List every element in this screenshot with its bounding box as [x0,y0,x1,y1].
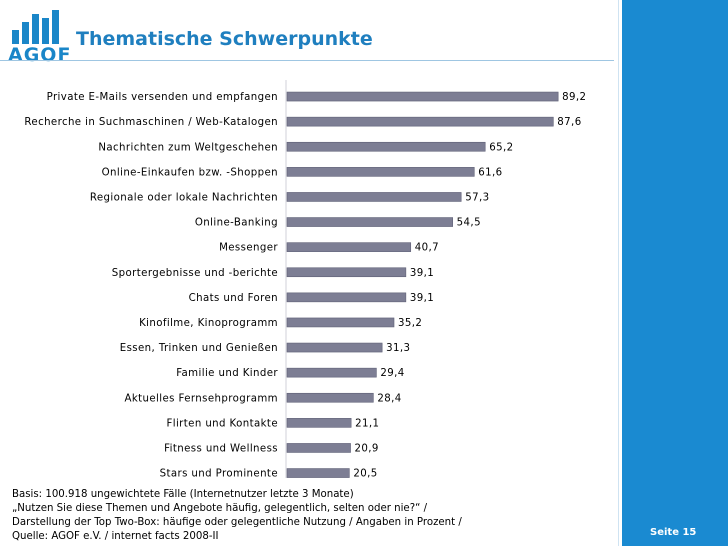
value-label: 89,2 [562,92,586,103]
value-label: 39,1 [410,268,434,279]
bar [286,141,486,152]
page-title: Thematische Schwerpunkte [76,28,373,50]
category-label: Online-Banking [195,218,278,229]
footer-question: „Nutzen Sie diese Themen und Angebote hä… [12,503,428,514]
page-number: Seite 15 [650,527,697,538]
value-label: 61,6 [478,167,502,178]
value-label: 28,4 [377,393,401,404]
category-label: Sportergebnisse und -berichte [112,268,278,279]
category-label: Essen, Trinken und Genießen [120,343,278,354]
value-label: 57,3 [465,192,489,203]
bar [286,468,350,478]
value-label: 21,1 [355,418,379,429]
agof-logo: AGOF [6,6,72,66]
bar [286,392,374,403]
footer-source: Quelle: AGOF e.V. / internet facts 2008-… [12,531,219,542]
value-label: 65,2 [489,142,513,153]
logo-bars-icon [12,10,59,44]
category-label: Regionale oder lokale Nachrichten [90,192,278,203]
category-label: Fitness und Wellness [164,443,278,454]
footer-method: Darstellung der Top Two-Box: häufige ode… [12,517,462,528]
category-label: Aktuelles Fernsehprogramm [124,393,278,404]
footer-notes: Basis: 100.918 ungewichtete Fälle (Inter… [12,488,612,544]
category-label: Kinofilme, Kinoprogramm [139,318,278,329]
bar [286,418,352,428]
value-label: 20,9 [355,443,379,454]
category-label: Familie und Kinder [176,368,278,379]
value-label: 35,2 [398,318,422,329]
category-label: Stars und Prominente [160,469,278,478]
bar [286,217,453,227]
category-label: Private E-Mails versenden und empfangen [47,92,278,103]
value-label: 40,7 [415,243,439,254]
footer-basis: Basis: 100.918 ungewichtete Fälle (Inter… [12,489,354,500]
category-label: Online-Einkaufen bzw. -Shoppen [102,167,278,178]
bar [286,267,407,278]
bar [286,242,412,252]
bar [286,167,475,177]
title-divider [0,60,614,61]
value-label: 39,1 [410,293,434,304]
bar [286,192,462,202]
category-label: Chats und Foren [189,293,278,304]
category-label: Messenger [219,243,278,254]
value-label: 87,6 [557,117,581,128]
category-label: Flirten und Kontakte [166,418,278,429]
logo-text: AGOF [8,44,72,66]
strip-divider [618,0,619,546]
value-label: 31,3 [386,343,410,354]
value-label: 29,4 [380,368,404,379]
brand-side-strip [622,0,728,546]
value-label: 54,5 [457,218,481,229]
bar [286,91,559,102]
bar [286,367,377,378]
bar-chart: Private E-Mails versenden und empfangen 8… [24,80,586,478]
bar [286,317,395,328]
bar [286,292,407,303]
value-label: 20,5 [353,469,377,478]
bar [286,342,383,353]
category-label: Recherche in Suchmaschinen / Web-Katalog… [24,117,278,128]
bar [286,116,554,127]
category-label: Nachrichten zum Weltgeschehen [98,142,278,153]
bar [286,443,351,453]
